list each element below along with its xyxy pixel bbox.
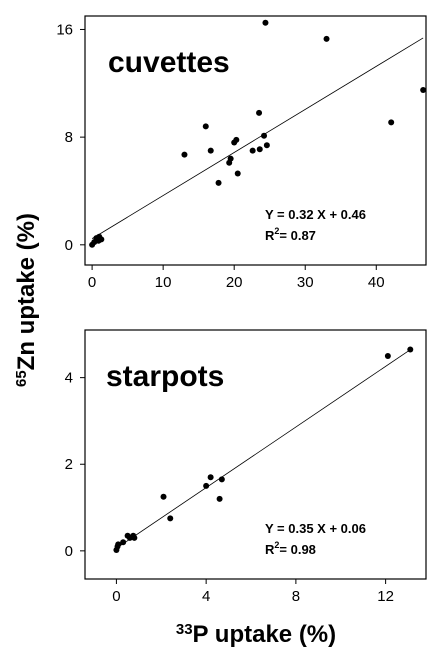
y-axis-label-text: Zn uptake (%) <box>13 213 40 370</box>
y-tick-label: 2 <box>65 456 73 473</box>
data-point <box>263 142 270 149</box>
data-point <box>131 534 138 541</box>
x-tick-label: 40 <box>368 274 385 291</box>
data-point <box>234 170 241 177</box>
r-squared-value: = 0.98 <box>279 542 316 557</box>
data-point <box>215 179 222 186</box>
data-point <box>256 146 263 153</box>
y-axis-label: 65Zn uptake (%) <box>13 213 40 387</box>
data-point <box>160 493 167 500</box>
r-squared: R2= 0.87 <box>265 226 316 243</box>
fit-equation: Y = 0.32 X + 0.46 <box>265 207 366 222</box>
data-point <box>256 109 263 116</box>
r-squared-label: R <box>265 542 275 557</box>
x-tick-label: 20 <box>226 274 243 291</box>
r-squared: R2= 0.98 <box>265 540 316 557</box>
panel-cuvettes: cuvettes Y = 0.32 X + 0.46 R2= 0.87 0 10 2… <box>56 15 427 291</box>
r-squared-label: R <box>265 228 275 243</box>
r-squared-value: = 0.87 <box>279 228 316 243</box>
y-tick-label: 4 <box>65 370 73 387</box>
data-point <box>227 155 234 162</box>
x-tick-label: 12 <box>377 588 394 605</box>
x-tick-label: 0 <box>112 588 120 605</box>
r-squared-sup: 2 <box>274 540 279 550</box>
data-point <box>420 87 427 94</box>
data-point <box>262 19 269 26</box>
data-point <box>207 474 214 481</box>
x-tick-label: 8 <box>292 588 300 605</box>
plot-frame <box>84 15 427 266</box>
regression-line <box>91 37 424 239</box>
x-axis-label-sup: 33 <box>176 621 193 638</box>
y-axis-label-sup: 65 <box>13 370 30 387</box>
data-point <box>218 476 225 483</box>
y-tick-label: 8 <box>65 129 73 146</box>
x-axis-label-text: P uptake (%) <box>193 621 337 648</box>
data-point <box>407 346 414 353</box>
panel-title: starpots <box>106 360 224 393</box>
data-point <box>95 237 102 244</box>
x-tick-label: 30 <box>297 274 314 291</box>
data-point <box>388 119 395 126</box>
panel-title: cuvettes <box>108 46 230 79</box>
data-point <box>384 352 391 359</box>
data-point <box>233 136 240 143</box>
r-squared-sup: 2 <box>274 226 279 236</box>
data-point <box>167 515 174 522</box>
data-point <box>203 482 210 489</box>
y-tick-label: 0 <box>65 237 73 254</box>
data-point <box>115 541 122 548</box>
regression-line <box>116 349 411 549</box>
data-point <box>249 147 256 154</box>
data-point <box>216 495 223 502</box>
data-point <box>120 539 127 546</box>
x-tick-label: 10 <box>155 274 172 291</box>
x-tick-label: 0 <box>88 274 96 291</box>
data-point <box>181 151 188 158</box>
y-tick-label: 16 <box>56 21 73 38</box>
data-point <box>261 132 268 139</box>
data-point <box>202 123 209 130</box>
fit-equation: Y = 0.35 X + 0.06 <box>265 521 366 536</box>
x-axis-label: 33P uptake (%) <box>176 621 336 648</box>
y-tick-label: 0 <box>65 543 73 560</box>
x-tick-label: 4 <box>202 588 210 605</box>
data-point <box>207 147 214 154</box>
data-point <box>323 35 330 42</box>
